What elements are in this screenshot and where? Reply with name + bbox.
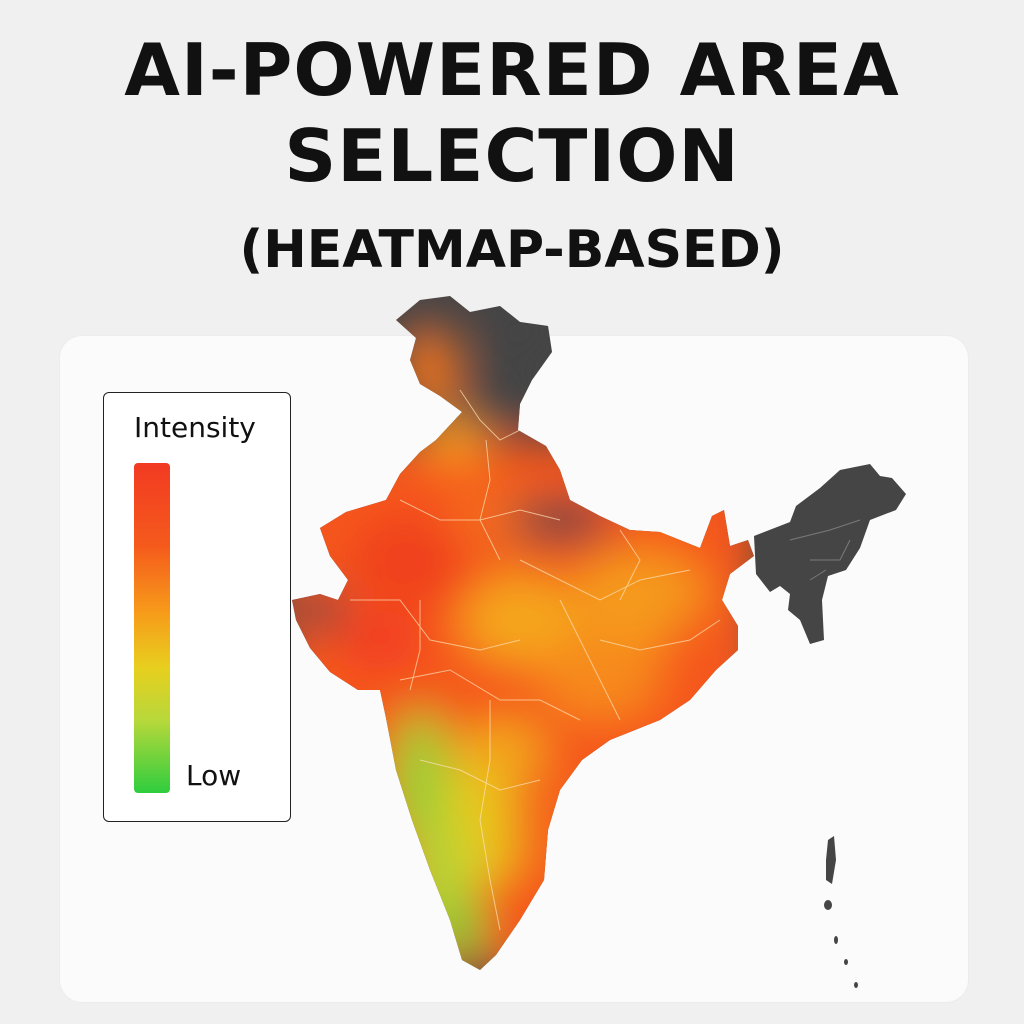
page-subtitle: (HEATMAP-BASED) bbox=[239, 220, 785, 280]
andaman-islands bbox=[824, 836, 858, 988]
intensity-legend: Intensity Low bbox=[103, 392, 291, 822]
page-title-line-1: AI-POWERED AREA bbox=[124, 28, 900, 112]
state-borders bbox=[350, 389, 721, 931]
legend-title: Intensity bbox=[134, 411, 256, 444]
legend-color-bar bbox=[134, 463, 170, 793]
heat-layer bbox=[292, 305, 754, 970]
northeast-region bbox=[754, 464, 906, 644]
legend-low-label: Low bbox=[186, 759, 242, 792]
northeast-borders bbox=[789, 519, 861, 581]
page-title-line-2: SELECTION bbox=[284, 114, 740, 198]
